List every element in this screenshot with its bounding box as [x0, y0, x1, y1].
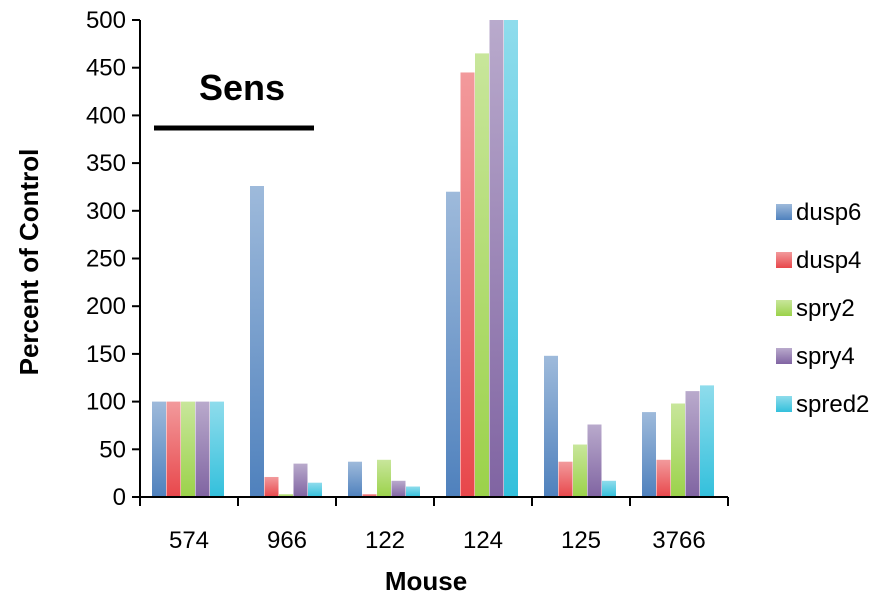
bar-dusp4-574 — [166, 401, 181, 497]
bar-spry4-122 — [391, 480, 406, 497]
bar-spry2-122 — [377, 459, 391, 497]
bar-spred2-124 — [504, 20, 518, 497]
legend-swatch-dusp6 — [776, 204, 792, 220]
y-tick-label: 250 — [86, 246, 126, 273]
bar-spred2-3766 — [700, 385, 714, 497]
y-tick-label: 100 — [86, 389, 126, 416]
x-axis: 574 966 122 124 125 3766 — [139, 496, 729, 554]
legend-label-spry2: spry2 — [796, 295, 855, 322]
bar-spry4-574 — [195, 401, 210, 497]
bar-dusp4-3766 — [656, 459, 671, 497]
legend-label-spry4: spry4 — [796, 343, 855, 370]
legend-swatch-spred2 — [776, 396, 792, 412]
legend-swatch-spry2 — [776, 300, 792, 316]
bar-dusp6-122 — [348, 461, 362, 497]
annotation-label: Sens — [199, 67, 285, 108]
bar-spry4-966 — [293, 463, 308, 497]
y-tick-label: 50 — [99, 436, 126, 463]
bar-spred2-125 — [602, 480, 616, 497]
bar-spry2-125 — [573, 444, 587, 497]
bar-dusp4-124 — [460, 72, 475, 497]
y-tick-label: 0 — [113, 484, 126, 511]
legend-label-dusp6: dusp6 — [796, 199, 861, 226]
legend-label-spred2: spred2 — [796, 391, 869, 418]
y-tick-label: 150 — [86, 341, 126, 368]
bar-spry4-124 — [489, 20, 504, 497]
bar-dusp4-122 — [362, 494, 377, 497]
y-tick-label: 350 — [86, 150, 126, 177]
legend-swatch-spry4 — [776, 348, 792, 364]
y-tick-label: 300 — [86, 198, 126, 225]
legend-swatch-dusp4 — [776, 252, 792, 268]
y-tick-label: 450 — [86, 55, 126, 82]
bar-spry4-3766 — [685, 391, 700, 497]
sens-annotation: Sens — [154, 67, 314, 131]
bar-dusp6-125 — [544, 355, 558, 497]
bar-spred2-574 — [210, 401, 224, 497]
x-tick-label: 122 — [365, 527, 405, 554]
bar-spry4-125 — [587, 424, 602, 497]
x-tick-label: 125 — [561, 527, 601, 554]
bar-spred2-122 — [406, 486, 420, 497]
y-tick-label: 400 — [86, 102, 126, 129]
y-axis-title: Percent of Control — [14, 149, 44, 376]
y-tick-label: 500 — [86, 7, 126, 34]
bar-spred2-966 — [308, 482, 322, 497]
bar-spry2-3766 — [671, 403, 685, 497]
bar-dusp6-124 — [446, 191, 460, 497]
bar-dusp6-3766 — [642, 412, 656, 497]
x-tick-label: 574 — [169, 527, 209, 554]
y-tick-label: 200 — [86, 293, 126, 320]
x-tick-label: 3766 — [652, 527, 705, 554]
bar-dusp4-125 — [558, 461, 573, 497]
bar-dusp6-574 — [152, 401, 166, 497]
x-tick-label: 124 — [463, 527, 503, 554]
legend-label-dusp4: dusp4 — [796, 247, 861, 274]
legend: dusp6 dusp4 spry2 spry4 spred2 — [776, 199, 869, 418]
plot-area — [152, 20, 714, 497]
bar-spry2-574 — [181, 401, 195, 497]
x-axis-title: Mouse — [385, 566, 467, 596]
bar-spry2-966 — [279, 494, 293, 497]
bar-dusp6-966 — [250, 186, 264, 497]
x-tick-label: 966 — [267, 527, 307, 554]
bar-dusp4-966 — [264, 476, 279, 497]
bar-spry2-124 — [475, 53, 489, 497]
y-axis: 0 50 100 150 200 250 300 350 400 450 500 — [86, 7, 141, 511]
